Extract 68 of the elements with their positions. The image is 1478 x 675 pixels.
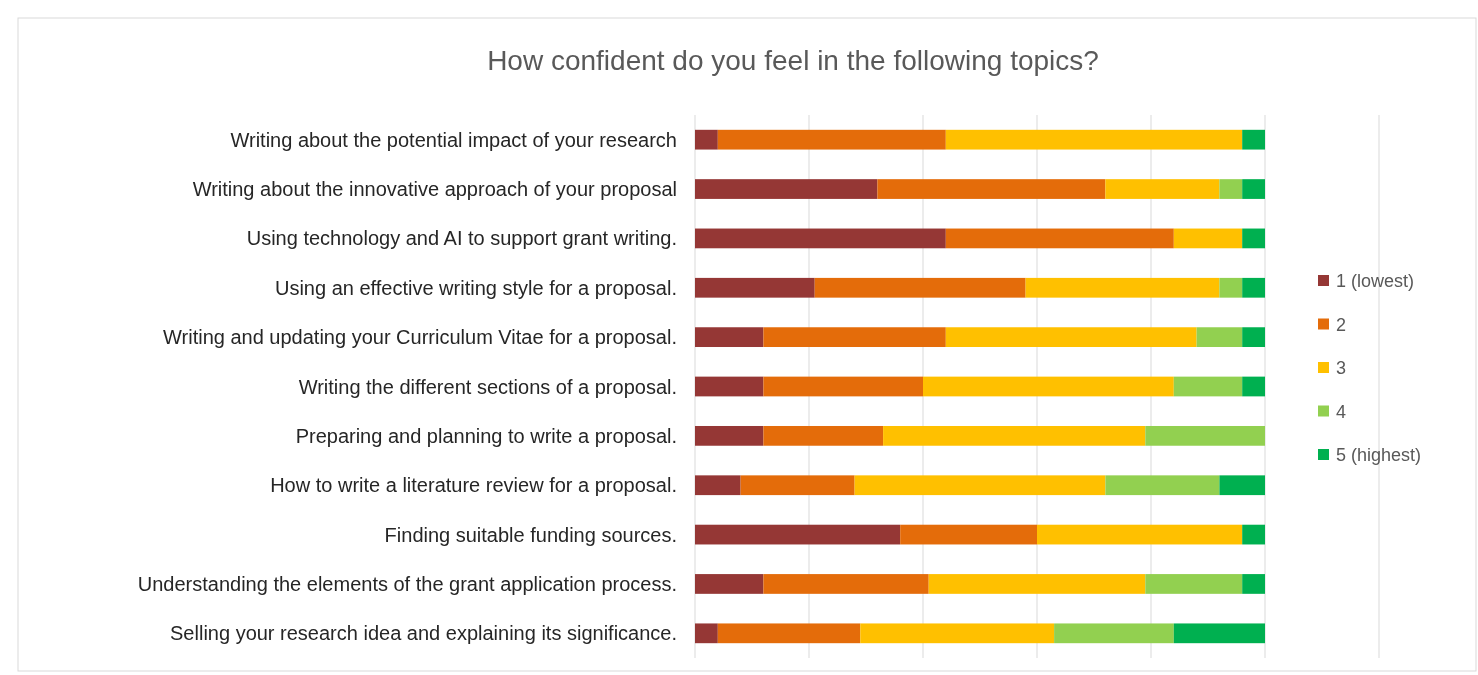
bar <box>1196 327 1243 348</box>
y-tick-label: Understanding the elements of the grant application process. <box>137 572 677 595</box>
bar <box>1242 129 1265 150</box>
y-tick-label: Writing about the potential impact of your research <box>230 128 677 151</box>
bar <box>1145 425 1265 446</box>
bar <box>695 179 878 199</box>
bar <box>1219 475 1265 496</box>
bar <box>695 574 764 594</box>
y-tick-label: Preparing and planning to write a proposal. <box>295 424 677 447</box>
bar <box>1219 277 1243 298</box>
bar <box>695 277 815 298</box>
bar <box>695 376 764 397</box>
bar <box>1173 623 1265 644</box>
bar <box>1242 228 1265 249</box>
y-tick-label: Selling your research idea and explaining its significance. <box>170 622 677 645</box>
bar <box>1105 179 1220 199</box>
bar <box>814 277 1026 298</box>
bar <box>1173 228 1243 249</box>
bar <box>763 574 929 594</box>
bar <box>763 425 884 446</box>
bar <box>695 129 718 150</box>
y-tick-label: Using an effective writing style for a proposal. <box>274 276 677 299</box>
bar <box>928 574 1146 594</box>
bar <box>695 425 764 446</box>
legend-label: 3 <box>1336 358 1347 379</box>
chart-title: How confident do you feel in the following topics? <box>487 45 1099 76</box>
legend-label: 5 (highest) <box>1336 445 1422 466</box>
y-tick-label: Using technology and AI to support grant writing. <box>246 227 677 250</box>
bar <box>854 475 1106 496</box>
bar <box>945 129 1243 150</box>
bar <box>1242 524 1265 545</box>
bar <box>1219 179 1243 199</box>
y-tick-label: Finding suitable funding sources. <box>384 523 677 546</box>
bar <box>923 376 1174 397</box>
bar <box>945 327 1197 348</box>
bar <box>1242 376 1265 397</box>
bar <box>740 475 855 496</box>
bar <box>1242 179 1265 199</box>
bar <box>695 475 741 496</box>
bar <box>860 623 1055 644</box>
bar <box>1054 623 1174 644</box>
bar <box>1025 277 1220 298</box>
bar <box>1242 277 1265 298</box>
bar <box>1105 475 1220 496</box>
bar <box>1173 376 1243 397</box>
y-tick-label: Writing and updating your Curriculum Vitae for a proposal. <box>163 326 677 349</box>
bar <box>695 524 901 545</box>
bar <box>883 425 1146 446</box>
bar <box>1242 327 1265 348</box>
bar <box>717 623 861 644</box>
legend-label: 4 <box>1336 401 1347 422</box>
bar <box>900 524 1037 545</box>
bar <box>763 376 923 397</box>
y-tick-label: How to write a literature review for a proposal. <box>270 474 677 497</box>
y-tick-label: Writing the different sections of a proposal. <box>298 375 677 398</box>
bar <box>1037 524 1243 545</box>
legend-label: 1 (lowest) <box>1336 271 1415 292</box>
bar <box>945 228 1174 249</box>
legend-label: 2 <box>1336 314 1347 335</box>
bar <box>877 179 1106 199</box>
bar <box>717 129 946 150</box>
bar <box>1145 574 1243 594</box>
bar <box>695 623 718 644</box>
bar <box>1242 574 1265 594</box>
bar <box>695 327 764 348</box>
y-tick-label: Writing about the innovative approach of your proposal <box>192 178 677 201</box>
bar <box>695 228 946 249</box>
bar <box>763 327 946 348</box>
